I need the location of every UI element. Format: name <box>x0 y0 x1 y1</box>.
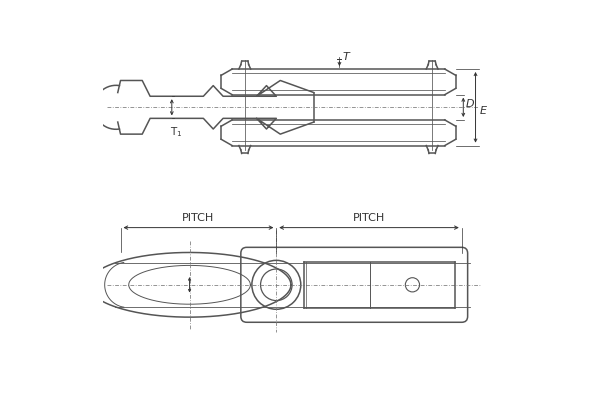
Text: E: E <box>479 106 487 116</box>
Text: PITCH: PITCH <box>353 213 385 223</box>
Text: T$_1$: T$_1$ <box>170 126 183 139</box>
Text: PITCH: PITCH <box>182 213 215 223</box>
Text: T: T <box>343 52 350 62</box>
Text: D: D <box>466 99 474 109</box>
